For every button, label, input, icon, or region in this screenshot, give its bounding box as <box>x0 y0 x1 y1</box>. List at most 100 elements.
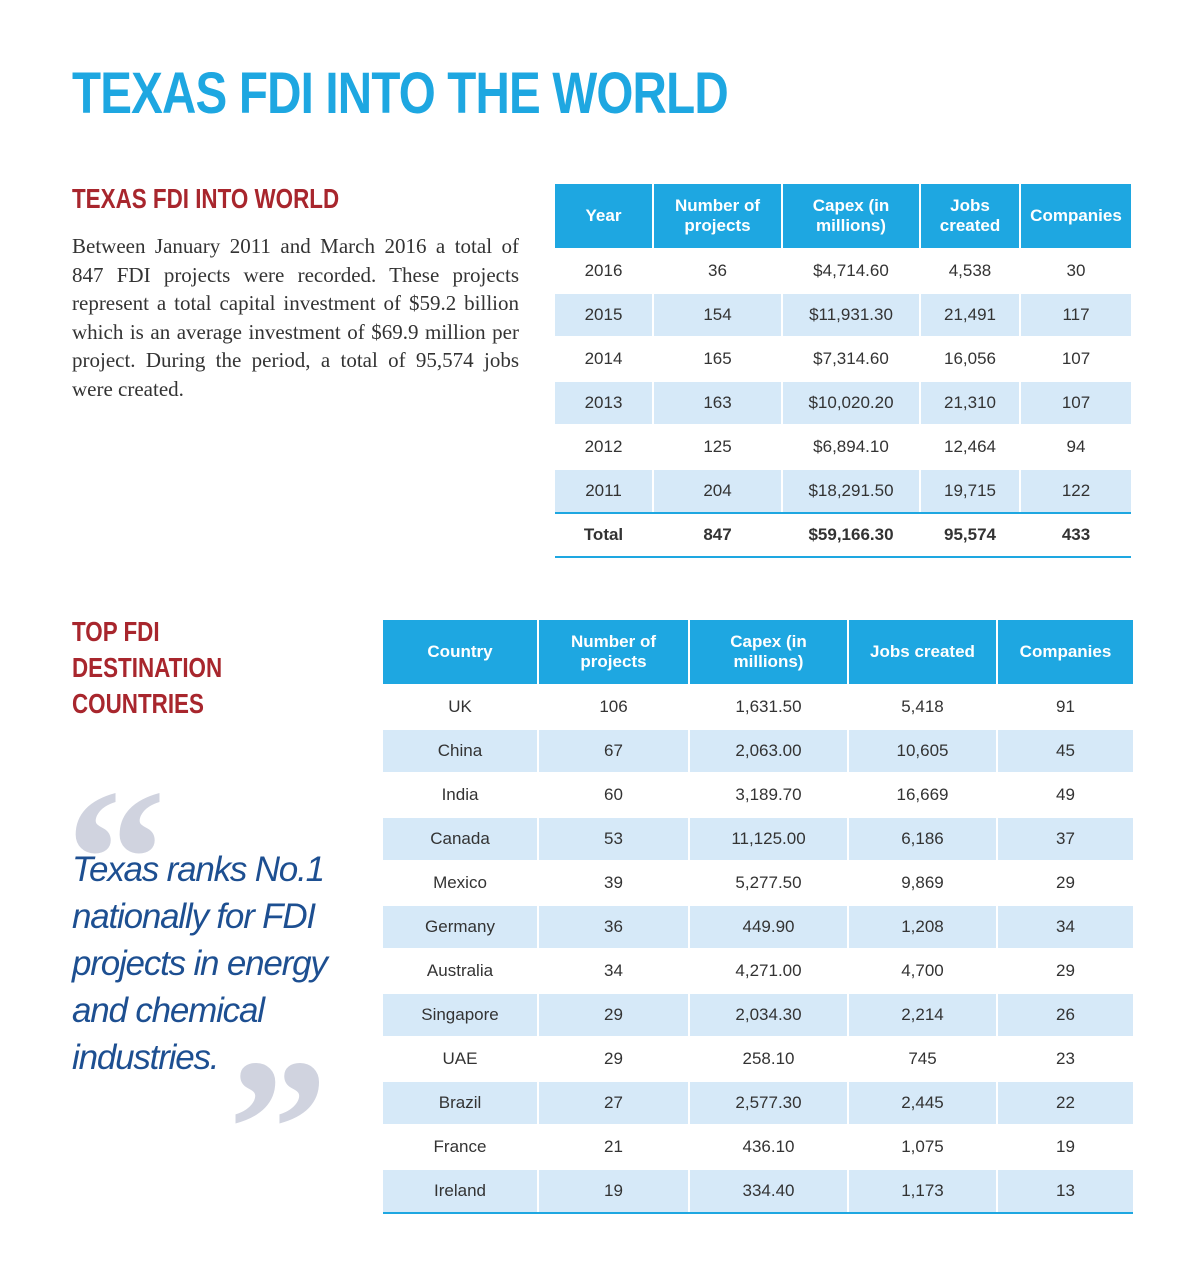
cell-capex: 3,189.70 <box>688 772 848 817</box>
table-row: 2015 154 $11,931.30 21,491 117 <box>555 292 1131 337</box>
cell-jobs: 2,445 <box>847 1080 997 1125</box>
column-header-country: Country <box>383 620 538 685</box>
cell-label: Ireland <box>383 1168 538 1214</box>
table-row: 2013 163 $10,020.20 21,310 107 <box>555 380 1131 425</box>
cell-jobs: 21,491 <box>919 292 1020 337</box>
column-header-capex: Capex (in millions) <box>688 620 848 685</box>
column-header-companies: Companies <box>1019 184 1131 249</box>
cell-jobs: 1,075 <box>847 1124 997 1169</box>
table-row: 2014 165 $7,314.60 16,056 107 <box>555 336 1131 381</box>
cell-companies: 37 <box>996 816 1133 861</box>
cell-projects: 53 <box>537 816 689 861</box>
table-row: Germany 36 449.90 1,208 34 <box>383 904 1133 949</box>
intro-paragraph: Between January 2011 and March 2016 a to… <box>72 234 519 401</box>
column-header-projects: Number of projects <box>652 184 782 249</box>
cell-companies: 45 <box>996 728 1133 773</box>
cell-projects: 60 <box>537 772 689 817</box>
cell-companies: 30 <box>1019 248 1131 293</box>
cell-companies: 13 <box>996 1168 1133 1214</box>
cell-label: Germany <box>383 904 538 949</box>
cell-capex: 1,631.50 <box>688 684 848 729</box>
pull-quote: Texas ranks No.1 nationally for FDI proj… <box>72 850 328 1077</box>
total-projects: 847 <box>652 513 782 558</box>
cell-projects: 36 <box>652 248 782 293</box>
cell-capex: 11,125.00 <box>688 816 848 861</box>
cell-jobs: 10,605 <box>847 728 997 773</box>
table-row: 2012 125 $6,894.10 12,464 94 <box>555 424 1131 469</box>
cell-capex: 258.10 <box>688 1036 848 1081</box>
page-title: TEXAS FDI INTO THE WORLD <box>72 61 729 126</box>
cell-label: 2012 <box>555 424 653 469</box>
cell-companies: 122 <box>1019 468 1131 514</box>
column-header-companies: Companies <box>996 620 1133 685</box>
cell-companies: 94 <box>1019 424 1131 469</box>
cell-companies: 117 <box>1019 292 1131 337</box>
cell-companies: 23 <box>996 1036 1133 1081</box>
cell-jobs: 16,056 <box>919 336 1020 381</box>
cell-companies: 49 <box>996 772 1133 817</box>
table-row: Australia 34 4,271.00 4,700 29 <box>383 948 1133 993</box>
total-jobs: 95,574 <box>919 513 1020 558</box>
column-header-year: Year <box>555 184 653 249</box>
cell-jobs: 4,538 <box>919 248 1020 293</box>
cell-label: India <box>383 772 538 817</box>
column-header-capex: Capex (in millions) <box>781 184 920 249</box>
table-row: Mexico 39 5,277.50 9,869 29 <box>383 860 1133 905</box>
table-row: France 21 436.10 1,075 19 <box>383 1124 1133 1169</box>
table-row: Canada 53 11,125.00 6,186 37 <box>383 816 1133 861</box>
table-header-row: Year Number of projects Capex (in millio… <box>555 184 1131 249</box>
cell-projects: 27 <box>537 1080 689 1125</box>
cell-capex: 5,277.50 <box>688 860 848 905</box>
cell-projects: 163 <box>652 380 782 425</box>
cell-label: 2015 <box>555 292 653 337</box>
cell-projects: 106 <box>537 684 689 729</box>
fdi-by-year-table: Year Number of projects Capex (in millio… <box>555 184 1131 558</box>
cell-jobs: 1,173 <box>847 1168 997 1214</box>
column-header-jobs: Jobs created <box>847 620 997 685</box>
cell-capex: $18,291.50 <box>781 468 920 514</box>
table-row: India 60 3,189.70 16,669 49 <box>383 772 1133 817</box>
table-row: China 67 2,063.00 10,605 45 <box>383 728 1133 773</box>
cell-label: Australia <box>383 948 538 993</box>
cell-label: UK <box>383 684 538 729</box>
cell-projects: 125 <box>652 424 782 469</box>
table-row: Ireland 19 334.40 1,173 13 <box>383 1168 1133 1214</box>
cell-jobs: 19,715 <box>919 468 1020 514</box>
cell-companies: 34 <box>996 904 1133 949</box>
cell-label: 2011 <box>555 468 653 514</box>
section-heading-fdi-into-world: TEXAS FDI INTO WORLD <box>72 183 340 214</box>
total-label: Total <box>555 513 653 558</box>
cell-projects: 67 <box>537 728 689 773</box>
cell-jobs: 2,214 <box>847 992 997 1037</box>
cell-jobs: 5,418 <box>847 684 997 729</box>
cell-jobs: 4,700 <box>847 948 997 993</box>
table-total-row: Total 847 $59,166.30 95,574 433 <box>555 513 1131 558</box>
cell-jobs: 1,208 <box>847 904 997 949</box>
cell-jobs: 6,186 <box>847 816 997 861</box>
cell-capex: $4,714.60 <box>781 248 920 293</box>
cell-companies: 107 <box>1019 380 1131 425</box>
cell-projects: 29 <box>537 992 689 1037</box>
cell-projects: 21 <box>537 1124 689 1169</box>
cell-companies: 107 <box>1019 336 1131 381</box>
cell-jobs: 9,869 <box>847 860 997 905</box>
cell-companies: 29 <box>996 860 1133 905</box>
cell-companies: 22 <box>996 1080 1133 1125</box>
cell-projects: 204 <box>652 468 782 514</box>
cell-capex: 334.40 <box>688 1168 848 1214</box>
column-header-projects: Number of projects <box>537 620 689 685</box>
cell-capex: 4,271.00 <box>688 948 848 993</box>
cell-label: 2016 <box>555 248 653 293</box>
cell-capex: 449.90 <box>688 904 848 949</box>
table-row: Singapore 29 2,034.30 2,214 26 <box>383 992 1133 1037</box>
cell-label: China <box>383 728 538 773</box>
table-row: UAE 29 258.10 745 23 <box>383 1036 1133 1081</box>
table-row: 2016 36 $4,714.60 4,538 30 <box>555 248 1131 293</box>
top-destination-countries-table: Country Number of projects Capex (in mil… <box>383 620 1133 1214</box>
cell-label: UAE <box>383 1036 538 1081</box>
cell-capex: $7,314.60 <box>781 336 920 381</box>
table-row: Brazil 27 2,577.30 2,445 22 <box>383 1080 1133 1125</box>
cell-jobs: 745 <box>847 1036 997 1081</box>
cell-companies: 26 <box>996 992 1133 1037</box>
cell-projects: 39 <box>537 860 689 905</box>
